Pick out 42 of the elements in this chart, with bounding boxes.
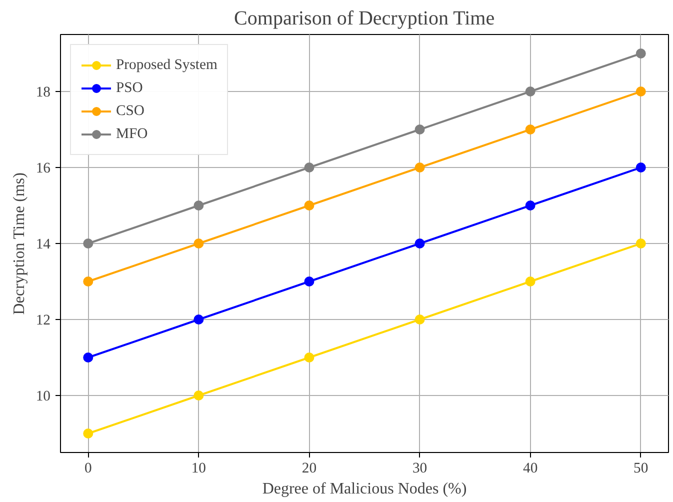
point	[636, 48, 646, 58]
chart-title: Comparison of Decryption Time	[234, 8, 495, 30]
point	[525, 124, 536, 134]
point	[83, 352, 94, 362]
y-tick-label: 14	[36, 236, 52, 252]
point	[525, 200, 536, 210]
y-tick-label: 18	[36, 84, 50, 100]
x-tick-label: 20	[302, 460, 317, 476]
y-axis-title: Decryption Time (ms)	[10, 172, 28, 315]
point	[304, 200, 314, 210]
point	[414, 238, 425, 248]
point	[304, 276, 314, 286]
legend-label: Proposed System	[116, 56, 218, 74]
point	[414, 314, 425, 324]
point	[636, 162, 646, 172]
x-tick-label: 30	[412, 460, 428, 476]
point	[83, 428, 94, 438]
point	[194, 390, 204, 400]
point	[304, 352, 314, 362]
y-tick-label: 12	[36, 312, 50, 328]
point	[83, 276, 94, 286]
point	[194, 314, 204, 324]
x-tick-label: 0	[84, 460, 92, 476]
point	[525, 86, 536, 96]
y-tick-label: 16	[36, 160, 50, 176]
point	[414, 162, 425, 172]
x-tick-label: 10	[191, 460, 206, 476]
point	[525, 276, 536, 286]
legend-label: PSO	[116, 80, 143, 96]
point	[636, 86, 646, 96]
point	[194, 238, 204, 248]
x-tick-label: 50	[634, 460, 648, 476]
point	[194, 200, 204, 210]
legend-label: CSO	[116, 102, 145, 120]
legend-label: MFO	[116, 126, 148, 142]
point	[83, 238, 94, 248]
point	[414, 124, 425, 134]
point	[636, 238, 646, 248]
x-tick-label: 40	[522, 460, 538, 476]
y-tick-label: 10	[36, 388, 50, 404]
x-axis-title: Degree of Malicious Nodes (%)	[262, 480, 467, 498]
point	[304, 162, 314, 172]
